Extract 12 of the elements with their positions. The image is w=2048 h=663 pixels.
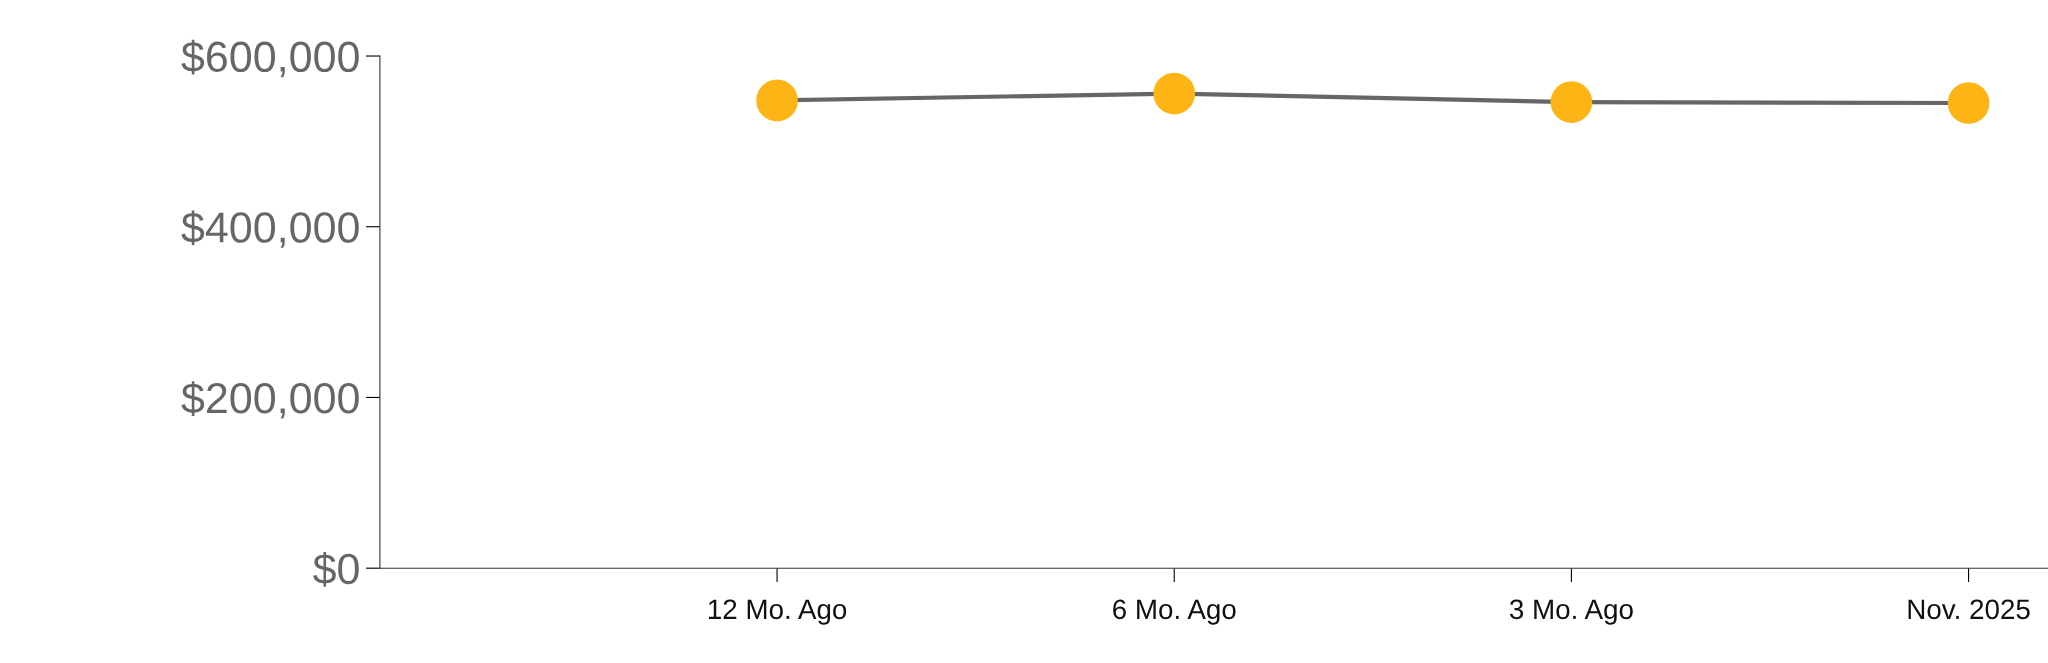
x-tick-label: 3 Mo. Ago <box>1509 599 1633 625</box>
x-tick-label: 6 Mo. Ago <box>1113 599 1236 625</box>
y-tick-label: $0 <box>313 551 359 587</box>
point <box>756 79 798 122</box>
y-tick-label: $400,000 <box>181 210 359 248</box>
point <box>1550 81 1593 123</box>
x-tick-label: Nov. 2025 <box>1908 599 2030 620</box>
y-tick-label: $600,000 <box>181 39 359 78</box>
point <box>1947 82 1990 124</box>
x-tick-label: 12 Mo. Ago <box>708 599 847 625</box>
y-tick-label: $200,000 <box>181 381 359 419</box>
point <box>1153 72 1196 115</box>
